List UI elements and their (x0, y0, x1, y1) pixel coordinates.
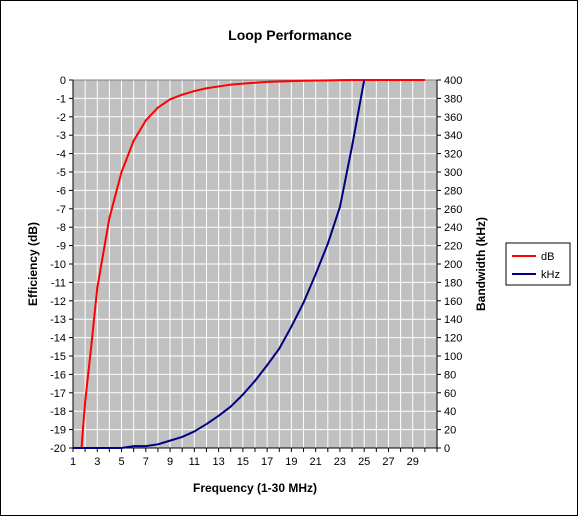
x-tick-label: 17 (261, 456, 273, 468)
y-left-tick-label: -19 (50, 425, 66, 437)
y-left-tick-label: -1 (56, 93, 66, 105)
series-line-khz (73, 79, 366, 449)
y-left-tick-label: -16 (50, 369, 66, 381)
legend-label-db: dB (541, 251, 554, 263)
x-tick-label: 21 (310, 456, 322, 468)
gridlines (73, 80, 437, 448)
y-left-tick-label: -8 (56, 222, 66, 234)
y-right-tick-label: 0 (444, 443, 450, 455)
x-tick-label: 29 (407, 456, 419, 468)
axes: 0 -1 -2 -3 -4 -5 -6 -7 -8 -9 -10 -11 -12 -13 -14 -15 -16… (50, 75, 462, 468)
y-left-tick-label: -12 (50, 296, 66, 308)
y-right-tick-label: 80 (444, 369, 456, 381)
y-left-tick-label: -7 (56, 204, 66, 216)
y-right-tick-label: 120 (444, 333, 462, 345)
y-right-tick-label: 180 (444, 277, 462, 289)
y-left-tick-label: -3 (56, 130, 66, 142)
series-layer (73, 79, 425, 449)
y-left-tick-label: -6 (56, 185, 66, 197)
y-left-tick-label: 0 (60, 75, 66, 87)
x-tick-label: 15 (237, 456, 249, 468)
x-tick-label: 3 (94, 456, 100, 468)
x-tick-label: 25 (358, 456, 370, 468)
x-tick-label: 27 (382, 456, 394, 468)
y-right-tick-label: 320 (444, 149, 462, 161)
y-left-tick-label: -2 (56, 112, 66, 124)
y-right-tick-label: 240 (444, 222, 462, 234)
y-left-tick-label: -20 (50, 443, 66, 455)
y-left-tick-label: -17 (50, 388, 66, 400)
x-axis-label: Frequency (1-30 MHz) (193, 481, 317, 495)
y-right-tick-label: 60 (444, 388, 456, 400)
y-left-tick-label: -11 (51, 277, 66, 289)
y-right-tick-label: 40 (444, 406, 456, 418)
legend-label-khz: kHz (541, 269, 560, 281)
y-right-tick-label: 100 (444, 351, 462, 363)
x-tick-label: 5 (118, 456, 124, 468)
x-tick-label: 19 (285, 456, 297, 468)
x-tick-label: 1 (70, 456, 76, 468)
x-tick-label: 23 (334, 456, 346, 468)
y-left-tick-label: -9 (56, 241, 66, 253)
x-tick-label: 7 (143, 456, 149, 468)
x-tick-label: 11 (189, 456, 200, 468)
chart-title: Loop Performance (228, 27, 352, 43)
x-tick-label: 13 (212, 456, 224, 468)
y-right-tick-label: 380 (444, 93, 462, 105)
y-right-tick-label: 260 (444, 204, 462, 216)
y-right-tick-label: 300 (444, 167, 462, 179)
y-right-tick-label: 400 (444, 75, 462, 87)
legend-box (505, 242, 571, 286)
y-left-tick-label: -18 (50, 406, 66, 418)
y-left-tick-label: -14 (50, 333, 66, 345)
y-right-tick-label: 220 (444, 241, 462, 253)
y-right-tick-label: 20 (444, 425, 456, 437)
y-left-tick-label: -15 (50, 351, 66, 363)
y-right-tick-label: 140 (444, 314, 462, 326)
y-right-tick-label: 360 (444, 112, 462, 124)
y-left-tick-label: -13 (50, 314, 66, 326)
x-tick-label: 9 (167, 456, 173, 468)
y-right-tick-label: 280 (444, 185, 462, 197)
y-left-tick-label: -10 (50, 259, 66, 271)
y-right-tick-label: 160 (444, 296, 462, 308)
y-right-tick-label: 200 (444, 259, 462, 271)
y-left-tick-label: -5 (56, 167, 66, 179)
y-axis-right-label: Bandwidth (kHz) (474, 217, 488, 311)
y-right-tick-label: 340 (444, 130, 462, 142)
legend: dB kHz (505, 242, 571, 286)
y-left-tick-label: -4 (56, 149, 66, 161)
y-axis-left-label: Efficiency (dB) (26, 222, 40, 306)
